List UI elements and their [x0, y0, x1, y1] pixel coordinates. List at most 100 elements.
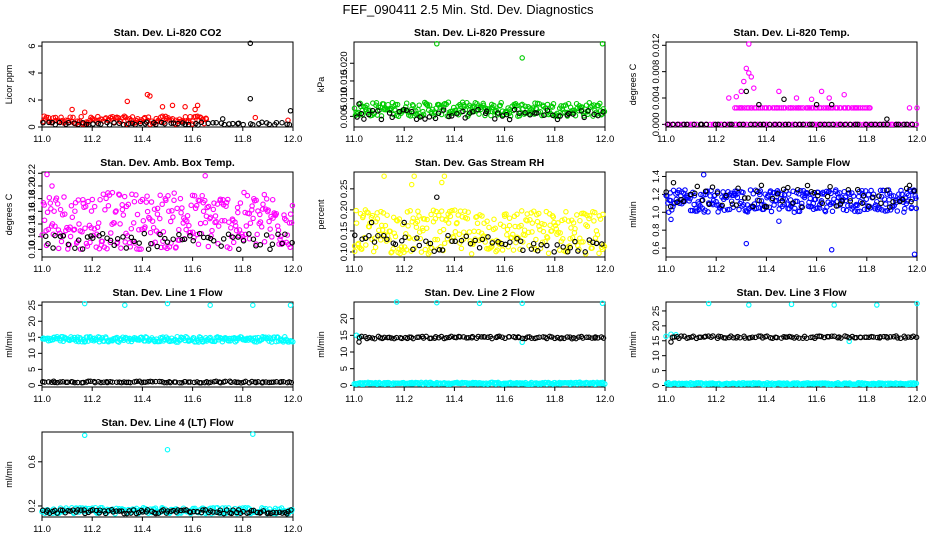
data-point — [728, 198, 735, 204]
data-point — [828, 101, 835, 108]
x-tick-label: 11.6 — [496, 264, 514, 275]
y-tick-label: 0.10 — [27, 240, 38, 259]
data-point — [733, 202, 740, 208]
y-axis-label: ml/min — [4, 461, 14, 488]
data-point — [470, 109, 476, 115]
data-point — [479, 213, 485, 219]
data-point — [456, 231, 462, 238]
data-point — [189, 121, 196, 127]
data-point — [152, 378, 159, 385]
data-point — [246, 380, 253, 386]
data-point — [420, 108, 426, 115]
data-point — [721, 207, 728, 213]
data-point — [845, 187, 852, 193]
data-point — [257, 242, 264, 248]
data-point — [147, 229, 154, 236]
data-point — [133, 192, 139, 198]
data-point — [446, 113, 452, 120]
data-point — [669, 207, 675, 213]
data-point — [263, 196, 270, 202]
data-point — [668, 339, 674, 345]
y-tick-label: 25 — [651, 306, 662, 317]
data-point — [560, 236, 566, 242]
data-point — [534, 334, 540, 341]
data-point — [400, 106, 407, 113]
data-point — [235, 379, 241, 385]
data-point — [890, 204, 896, 210]
data-point — [202, 197, 208, 204]
data-point — [519, 300, 525, 307]
data-point — [845, 105, 852, 111]
data-point — [243, 223, 250, 229]
y-tick-label: 10 — [651, 350, 662, 361]
y-tick-label: 0 — [339, 383, 350, 388]
data-point — [144, 193, 150, 199]
data-point — [210, 120, 216, 126]
data-point — [108, 230, 114, 236]
data-point — [910, 333, 917, 340]
y-tick-label: 0.22 — [27, 164, 38, 183]
data-point — [510, 247, 517, 253]
data-point — [890, 199, 896, 205]
data-point — [89, 196, 96, 203]
data-point — [142, 224, 148, 230]
y-tick-label: 0.6 — [27, 455, 38, 468]
data-point — [505, 244, 512, 250]
data-point — [909, 121, 916, 128]
data-point — [74, 507, 81, 513]
data-point — [120, 234, 126, 240]
data-point — [235, 234, 241, 240]
data-point — [285, 508, 291, 515]
data-point — [195, 241, 202, 248]
data-point — [219, 217, 225, 224]
data-point — [751, 85, 757, 91]
data-point — [534, 110, 540, 116]
data-point — [852, 121, 859, 128]
data-point — [193, 202, 200, 209]
y-tick-label: 0.000 — [651, 112, 662, 136]
data-point — [755, 105, 762, 111]
data-point — [352, 248, 358, 255]
y-tick-label: 6 — [27, 43, 38, 48]
data-point — [46, 119, 52, 126]
data-point — [797, 187, 804, 194]
data-point — [570, 111, 576, 117]
data-point — [187, 509, 194, 516]
panel-title: Stan. Dev. Line 2 Flow — [424, 287, 535, 299]
data-point — [471, 228, 477, 235]
data-point — [458, 245, 465, 252]
y-tick-label: 0.20 — [339, 201, 350, 220]
data-point — [719, 202, 725, 209]
data-point — [866, 121, 873, 128]
data-point — [675, 121, 681, 128]
data-point — [84, 243, 91, 249]
data-point — [139, 509, 146, 515]
data-point — [384, 212, 390, 218]
data-point — [467, 104, 474, 110]
data-point — [254, 231, 260, 238]
data-point — [844, 121, 850, 128]
data-point — [545, 250, 552, 257]
data-point — [514, 235, 520, 242]
x-tick-label: 11.2 — [707, 134, 725, 145]
data-point — [589, 245, 595, 251]
data-point — [189, 192, 196, 199]
data-point — [829, 208, 836, 215]
data-point — [492, 225, 498, 232]
x-tick-label: 11.6 — [496, 134, 514, 145]
data-point — [888, 193, 894, 199]
data-point — [713, 198, 719, 205]
data-point — [828, 247, 835, 253]
data-point — [760, 121, 767, 128]
data-point — [663, 189, 669, 195]
x-tick-label: 11.6 — [184, 134, 202, 145]
data-point — [747, 187, 754, 193]
data-point — [681, 121, 687, 128]
data-point — [62, 211, 68, 217]
data-point — [824, 193, 831, 200]
panel-title: Stan. Dev. Sample Flow — [733, 157, 851, 169]
panel-title: Stan. Dev. Line 4 (LT) Flow — [101, 417, 234, 429]
data-point — [881, 196, 888, 202]
x-tick-label: 11.4 — [446, 134, 464, 145]
data-point — [415, 208, 421, 215]
